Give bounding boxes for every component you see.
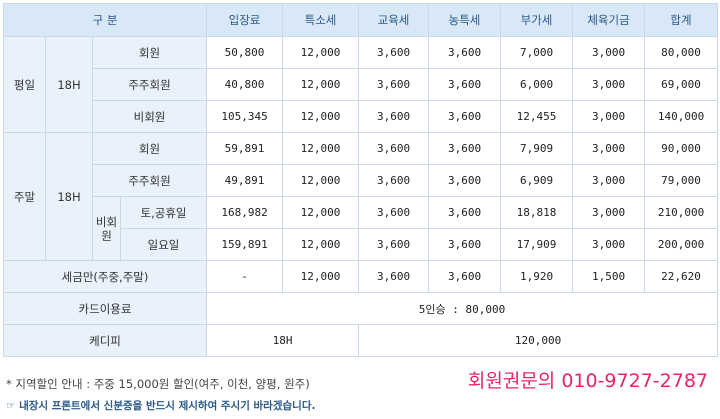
hole-label: 18H <box>45 36 93 133</box>
weekday-label: 평일 <box>3 36 46 133</box>
fee-cell: 3,600 <box>358 68 430 101</box>
fee-cell: 3,000 <box>572 196 646 229</box>
day-type-label: 일요일 <box>119 228 208 261</box>
member-type-label: 비회원 <box>91 100 208 133</box>
table-row: 비회원 토,공휴일 168,982 12,000 3,600 3,600 18,… <box>4 196 719 261</box>
fee-cell: 3,600 <box>358 228 430 261</box>
col-header: 특소세 <box>282 3 360 37</box>
caddie-fee-value: 120,000 <box>358 324 719 357</box>
member-type-label: 주주회원 <box>91 164 208 197</box>
table-row: 비회원 105,345 12,000 3,600 3,600 12,455 3,… <box>4 100 719 133</box>
nonmember-label: 비회원 <box>92 196 121 261</box>
fee-cell: 12,000 <box>282 164 360 197</box>
fee-cell: 59,891 <box>206 132 284 165</box>
fee-cell: 6,000 <box>500 68 574 101</box>
fee-cell: 3,000 <box>572 36 646 69</box>
table-row: 주말 18H 회원 59,891 12,000 3,600 3,600 7,90… <box>3 132 719 261</box>
fee-cell: 12,000 <box>282 228 360 261</box>
fee-cell: 6,909 <box>500 164 574 197</box>
fee-cell: 159,891 <box>206 228 284 261</box>
fee-cell: 49,891 <box>206 164 284 197</box>
table-row: 평일 18H 회원 50,800 12,000 3,600 3,600 7,00… <box>3 36 719 133</box>
fee-cell: 3,600 <box>358 196 430 229</box>
fee-cell: 3,000 <box>572 68 646 101</box>
fee-cell: 12,000 <box>282 100 360 133</box>
table-row: 카드이용료 5인승 : 80,000 <box>2 292 719 325</box>
weekend-label: 주말 <box>3 132 46 261</box>
id-note: ☞ 내장시 프론트에서 신분증을 반드시 제시하여 주시기 바라겠습니다. <box>6 400 316 412</box>
total-cell: 79,000 <box>644 164 719 197</box>
notes: * 지역할인 안내 : 주중 15,000원 할인(여주, 이천, 양평, 원주… <box>6 376 315 413</box>
fee-cell: 3,600 <box>428 68 502 101</box>
fee-cell: 3,600 <box>428 260 502 293</box>
fee-cell: 1,920 <box>500 260 574 293</box>
member-type-label: 회원 <box>91 132 208 165</box>
fee-cell: 3,600 <box>358 164 430 197</box>
total-cell: 140,000 <box>644 100 719 133</box>
fee-cell: 12,000 <box>282 260 360 293</box>
total-cell: 210,000 <box>644 196 719 229</box>
fee-cell: 18,818 <box>500 196 574 229</box>
table-row: 주주회원 49,891 12,000 3,600 3,600 6,909 3,0… <box>4 164 719 197</box>
fee-cell: 17,909 <box>500 228 574 261</box>
fee-cell: 3,000 <box>572 228 646 261</box>
fee-cell: 105,345 <box>206 100 284 133</box>
total-cell: 22,620 <box>644 260 719 293</box>
fee-cell: 3,600 <box>358 132 430 165</box>
col-header: 체육기금 <box>572 3 646 37</box>
green-fee-table: 구 분 입장료 특소세 교육세 농특세 부가세 체육기금 합계 평일 18H 회… <box>2 3 719 357</box>
total-cell: 200,000 <box>644 228 719 261</box>
fee-cell: 3,600 <box>428 132 502 165</box>
header-row: 구 분 입장료 특소세 교육세 농특세 부가세 체육기금 합계 <box>2 3 719 37</box>
col-header: 부가세 <box>500 3 574 37</box>
fee-cell: 168,982 <box>206 196 284 229</box>
fee-cell: 12,000 <box>282 68 360 101</box>
discount-note: * 지역할인 안내 : 주중 15,000원 할인(여주, 이천, 양평, 원주… <box>6 377 310 391</box>
card-fee-label: 카드이용료 <box>2 292 208 325</box>
fee-cell: 3,600 <box>358 36 430 69</box>
fee-cell: 12,000 <box>282 132 360 165</box>
total-cell: 80,000 <box>644 36 719 69</box>
fee-cell: 3,600 <box>428 100 502 133</box>
fee-cell: 12,455 <box>500 100 574 133</box>
card-fee-value: 5인승 : 80,000 <box>206 292 719 325</box>
fee-cell: 12,000 <box>282 196 360 229</box>
col-header: 농특세 <box>428 3 502 37</box>
member-type-label: 주주회원 <box>91 68 208 101</box>
gubun-header: 구 분 <box>2 3 208 37</box>
fee-cell: 3,600 <box>428 228 502 261</box>
fee-cell: 7,000 <box>500 36 574 69</box>
fee-cell: 3,000 <box>572 132 646 165</box>
tax-only-label: 세금만(주중,주말) <box>2 260 208 293</box>
caddie-hole: 18H <box>206 324 360 357</box>
fee-cell: 1,500 <box>572 260 646 293</box>
fee-cell: 3,600 <box>428 36 502 69</box>
col-header: 합계 <box>644 3 719 37</box>
fee-cell: 40,800 <box>206 68 284 101</box>
fee-cell: - <box>206 260 284 293</box>
table-row: 케디피 18H 120,000 <box>2 324 719 357</box>
membership-contact: 회원권문의 010-9727-2787 <box>467 370 708 392</box>
fee-cell: 3,600 <box>428 196 502 229</box>
table-row: 일요일 159,891 12,000 3,600 3,600 17,909 3,… <box>4 228 719 261</box>
fee-cell: 3,000 <box>572 164 646 197</box>
table-row: 세금만(주중,주말) - 12,000 3,600 3,600 1,920 1,… <box>2 260 719 293</box>
fee-cell: 50,800 <box>206 36 284 69</box>
total-cell: 69,000 <box>644 68 719 101</box>
day-type-label: 토,공휴일 <box>119 196 208 229</box>
hole-label: 18H <box>45 132 93 261</box>
fee-cell: 7,909 <box>500 132 574 165</box>
total-cell: 90,000 <box>644 132 719 165</box>
member-type-label: 회원 <box>91 36 208 69</box>
fee-cell: 12,000 <box>282 36 360 69</box>
fee-cell: 3,000 <box>572 100 646 133</box>
fee-cell: 3,600 <box>428 164 502 197</box>
caddie-fee-label: 케디피 <box>2 324 208 357</box>
fee-cell: 3,600 <box>358 100 430 133</box>
col-header: 입장료 <box>206 3 284 37</box>
table-row: 주주회원 40,800 12,000 3,600 3,600 6,000 3,0… <box>4 68 719 101</box>
fee-cell: 3,600 <box>358 260 430 293</box>
col-header: 교육세 <box>358 3 430 37</box>
